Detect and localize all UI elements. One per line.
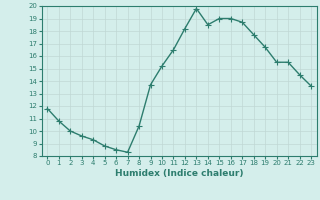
X-axis label: Humidex (Indice chaleur): Humidex (Indice chaleur) [115, 169, 244, 178]
